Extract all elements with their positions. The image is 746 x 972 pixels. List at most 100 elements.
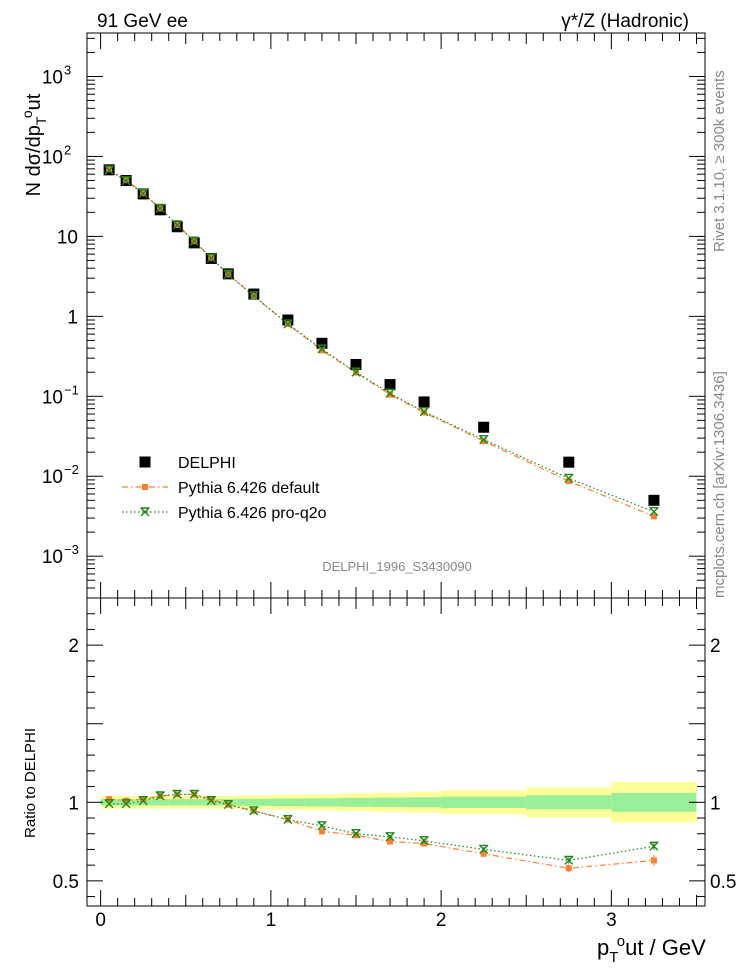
ratio-point-pythia-6-426-pro-q2o	[249, 806, 259, 816]
svg-text:N dσ/dpTout: N dσ/dpTout	[19, 93, 49, 196]
top-y-tick-label: 10	[42, 147, 63, 168]
ratio-point-pythia-6-426-pro-q2o	[172, 789, 182, 799]
ratio-band-green	[151, 799, 169, 806]
header-right: γ*/Z (Hadronic)	[561, 11, 689, 32]
ratio-band-green	[611, 792, 697, 812]
ratio-uncertainty-bands	[100, 781, 697, 823]
mcplots-label: mcplots.cern.ch [arXiv:1306.3436]	[711, 371, 728, 598]
top-y-tick-exp: −2	[64, 462, 79, 477]
ratio-band-green	[373, 797, 408, 807]
ratio-y-tick-label: 2	[68, 636, 79, 657]
point-delphi	[563, 456, 575, 468]
ratio-band-green	[304, 798, 339, 807]
ratio-point-pythia-6-426-default	[106, 796, 113, 803]
ratio-point-pythia-6-426-pro-q2o	[283, 814, 293, 825]
point-pythia-6-426-pro-q2o	[479, 434, 489, 445]
top-y-tick-label: 10	[57, 227, 78, 248]
point-pythia-6-426-default	[650, 513, 657, 520]
point-pythia-6-426-pro-q2o	[172, 220, 182, 230]
ratio-point-pythia-6-426-pro-q2o	[419, 836, 429, 846]
x-tick-label: 3	[606, 910, 617, 931]
ratio-y-tick-label-right: 2	[710, 636, 721, 657]
point-pythia-6-426-pro-q2o	[385, 388, 395, 398]
point-pythia-6-426-pro-q2o	[649, 507, 659, 517]
x-tick-label: 2	[436, 910, 447, 931]
point-pythia-6-426-pro-q2o	[351, 367, 361, 377]
point-delphi	[418, 396, 430, 408]
ratio-band-green	[185, 799, 203, 806]
top-data-points	[103, 164, 660, 520]
ratio-band-green	[202, 799, 220, 806]
point-delphi	[478, 421, 490, 433]
x-tick-label: 1	[266, 910, 277, 931]
point-pythia-6-426-default	[480, 438, 487, 445]
ratio-point-pythia-6-426-pro-q2o	[385, 832, 395, 842]
rivet-label: Rivet 3.1.10, ≥ 300k events	[711, 70, 728, 252]
top-y-tick-exp: −1	[64, 382, 79, 397]
ratio-point-pythia-6-426-default	[480, 850, 487, 857]
point-pythia-6-426-pro-q2o	[189, 236, 199, 246]
ratio-frame	[86, 597, 706, 907]
ratio-line-pythia-6-426-default	[109, 793, 654, 869]
point-delphi	[316, 337, 328, 349]
point-pythia-6-426-pro-q2o	[206, 253, 216, 263]
legend-marker	[142, 484, 148, 490]
ratio-y-tick-label: 1	[68, 793, 79, 814]
header-left: 91 GeV ee	[97, 11, 188, 32]
top-y-tick-exp: 3	[64, 62, 71, 77]
point-pythia-6-426-pro-q2o	[317, 344, 327, 354]
ratio-points	[104, 789, 659, 873]
ratio-point-pythia-6-426-pro-q2o	[138, 796, 148, 806]
point-delphi	[648, 494, 660, 506]
legend-label: Pythia 6.426 default	[178, 480, 320, 497]
point-pythia-6-426-pro-q2o	[564, 473, 574, 483]
legend-marker	[139, 456, 151, 468]
ratio-band-green	[270, 798, 305, 807]
ratio-point-pythia-6-426-pro-q2o	[104, 799, 114, 809]
point-pythia-6-426-pro-q2o	[121, 176, 131, 186]
ratio-point-pythia-6-426-default	[318, 828, 325, 835]
ratio-y-tick-label-right: 0.5	[710, 872, 736, 893]
point-pythia-6-426-pro-q2o	[104, 165, 114, 175]
ratio-point-pythia-6-426-default	[421, 840, 428, 847]
top-y-tick-label: 10	[42, 67, 63, 88]
ratio-point-pythia-6-426-pro-q2o	[223, 799, 233, 810]
top-y-tick-exp: −3	[64, 542, 79, 557]
top-y-tick-label: 10	[42, 467, 63, 488]
ratio-point-pythia-6-426-pro-q2o	[317, 821, 327, 831]
point-delphi	[384, 379, 396, 391]
ratio-point-pythia-6-426-pro-q2o	[351, 829, 361, 839]
ratio-band-green	[338, 797, 374, 807]
ratio-point-pythia-6-426-pro-q2o	[649, 841, 659, 851]
point-pythia-6-426-default	[387, 391, 394, 398]
ratio-y-tick-label-right: 1	[710, 793, 721, 814]
top-y-axis-label: N dσ/dpTout	[19, 93, 49, 196]
point-pythia-6-426-pro-q2o	[223, 269, 233, 279]
ratio-point-pythia-6-426-pro-q2o	[121, 799, 131, 809]
legend: DELPHI Pythia 6.426 default Pythia 6.426 p…	[122, 455, 327, 522]
ratio-band-green	[441, 796, 527, 808]
ratio-band-green	[407, 797, 442, 808]
top-y-tick-label: 10	[42, 387, 63, 408]
point-pythia-6-426-default	[565, 478, 572, 485]
ratio-band-green	[134, 799, 152, 806]
point-pythia-6-426-default	[318, 347, 325, 354]
ratio-y-axis-label: Ratio to DELPHI	[22, 728, 39, 838]
ratio-point-pythia-6-426-pro-q2o	[479, 844, 489, 854]
top-y-tick-label: 10	[42, 547, 63, 568]
ratio-point-pythia-6-426-pro-q2o	[155, 791, 165, 801]
point-pythia-6-426-default	[106, 166, 113, 173]
ratio-axes: 0.5 0.5 1 1 2 2 0 1 2 3	[53, 597, 736, 931]
point-pythia-6-426-pro-q2o	[419, 407, 429, 417]
ratio-point-pythia-6-426-default	[565, 865, 572, 872]
ratio-point-pythia-6-426-pro-q2o	[189, 789, 199, 799]
ratio-point-pythia-6-426-default	[123, 797, 130, 804]
ratio-band-green	[236, 798, 271, 806]
legend-label: DELPHI	[178, 455, 236, 472]
analysis-tag: DELPHI_1996_S3430090	[322, 559, 472, 574]
point-pythia-6-426-pro-q2o	[155, 203, 165, 213]
legend-marker	[140, 507, 150, 517]
top-y-tick-label: 1	[67, 307, 78, 328]
